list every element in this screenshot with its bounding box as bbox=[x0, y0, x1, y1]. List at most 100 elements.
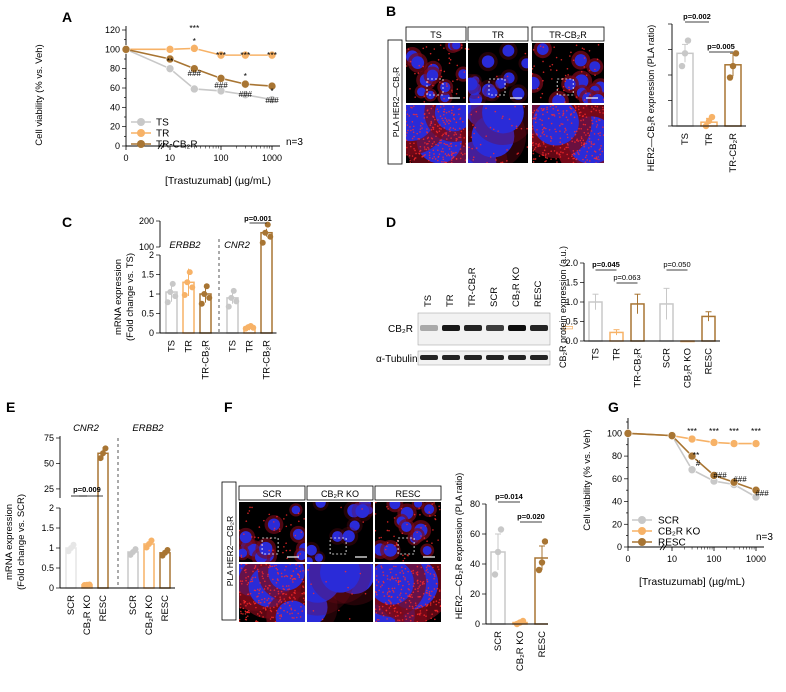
pvalue-label: p=0.001 bbox=[244, 215, 272, 223]
pla-dot bbox=[442, 105, 445, 107]
pla-dot bbox=[573, 153, 576, 155]
pla-dot bbox=[455, 151, 457, 154]
pla-dot bbox=[426, 580, 429, 583]
pla-dot bbox=[544, 156, 547, 159]
pla-dot bbox=[246, 603, 249, 605]
pla-dot bbox=[489, 126, 492, 129]
panel-letter-b: B bbox=[386, 3, 396, 19]
pla-dot bbox=[496, 75, 498, 78]
pla-dot bbox=[583, 48, 585, 50]
pla-dot bbox=[295, 564, 297, 566]
legend-marker bbox=[137, 118, 145, 126]
pla-dot bbox=[532, 49, 535, 51]
pla-dot bbox=[302, 586, 305, 589]
pla-dot bbox=[302, 570, 304, 572]
pla-dot bbox=[543, 127, 545, 129]
pla-dot bbox=[401, 570, 404, 572]
pla-dot bbox=[386, 618, 388, 620]
pla-dot bbox=[546, 111, 549, 113]
pla-dot bbox=[260, 564, 262, 566]
pla-dot bbox=[408, 595, 410, 598]
pla-dot bbox=[278, 600, 280, 603]
nucleus bbox=[481, 55, 495, 68]
pla-dot bbox=[419, 145, 422, 148]
pla-dot bbox=[502, 115, 504, 118]
pla-dot bbox=[552, 144, 555, 147]
pla-dot bbox=[267, 573, 269, 576]
pla-dot bbox=[375, 568, 378, 570]
pla-dot bbox=[570, 51, 572, 54]
pla-dot bbox=[543, 149, 546, 152]
pla-dot bbox=[258, 592, 260, 595]
pla-dot bbox=[399, 612, 402, 614]
pla-dot bbox=[516, 153, 519, 155]
pla-dot bbox=[590, 141, 593, 143]
pla-dot bbox=[597, 138, 600, 141]
pla-dot bbox=[246, 615, 249, 617]
pla-dot bbox=[400, 596, 403, 599]
pla-dot bbox=[432, 84, 434, 87]
nucleus bbox=[401, 521, 412, 533]
x-tick-label: 0 bbox=[625, 554, 630, 564]
pla-dot bbox=[445, 83, 448, 85]
micrograph-b-tr-zoom-svg bbox=[468, 105, 528, 163]
pla-dot bbox=[279, 607, 282, 610]
pla-dot bbox=[269, 592, 271, 595]
data-point bbox=[216, 50, 226, 60]
pla-dot bbox=[563, 148, 566, 150]
panel-letter-a: A bbox=[62, 9, 72, 25]
pla-dot bbox=[243, 533, 245, 535]
pla-dot bbox=[239, 603, 242, 605]
pla-dot bbox=[475, 110, 478, 113]
pla-dot bbox=[566, 136, 569, 139]
pla-dot bbox=[437, 156, 440, 158]
pla-dot bbox=[577, 108, 580, 111]
nucleus bbox=[532, 105, 579, 146]
pla-dot bbox=[409, 142, 411, 145]
pla-dot bbox=[541, 119, 543, 122]
pla-dot bbox=[442, 150, 444, 153]
pla-dot bbox=[434, 517, 436, 520]
significance-hash: ### bbox=[755, 489, 769, 498]
pla-dot bbox=[253, 589, 256, 592]
pla-dot bbox=[245, 579, 247, 582]
pla-dot bbox=[433, 156, 436, 158]
pla-dot bbox=[393, 587, 396, 590]
nucleus bbox=[332, 531, 343, 542]
pla-dot bbox=[414, 113, 416, 116]
pla-dot bbox=[386, 545, 388, 548]
pla-dot bbox=[425, 46, 428, 48]
pla-dot bbox=[417, 587, 419, 590]
pla-dot bbox=[283, 575, 286, 578]
panel-g: G Cell viability (% vs. Veh) 0 20 40 60 80 10… bbox=[548, 399, 786, 687]
pla-dot bbox=[399, 592, 402, 595]
pla-dot bbox=[532, 142, 534, 145]
pla-dot bbox=[407, 129, 409, 132]
pla-dot bbox=[436, 108, 439, 111]
pla-dot bbox=[280, 572, 283, 575]
pla-dot bbox=[470, 136, 473, 139]
nucleus bbox=[512, 87, 525, 100]
pla-dot bbox=[393, 565, 395, 568]
pla-dot bbox=[432, 128, 435, 131]
series-line-1 bbox=[126, 47, 272, 56]
pla-dot bbox=[433, 141, 435, 143]
pla-dot bbox=[375, 513, 377, 515]
pla-dot bbox=[245, 616, 248, 619]
y-tick-label: 0.5 bbox=[141, 309, 154, 319]
micrograph-f-ko-svg bbox=[307, 502, 373, 562]
pla-dot bbox=[281, 575, 283, 578]
pla-dot bbox=[534, 158, 536, 160]
pla-dot bbox=[264, 585, 267, 587]
pla-dot bbox=[451, 112, 453, 114]
pla-dot bbox=[444, 153, 447, 155]
pla-dot bbox=[375, 608, 377, 611]
pla-dot bbox=[416, 132, 419, 135]
panel-e: E mRNA expression (Fold change vs. SCR) … bbox=[0, 399, 218, 687]
pla-dot bbox=[402, 572, 405, 574]
pla-dot bbox=[267, 597, 270, 600]
pla-dot bbox=[435, 135, 437, 138]
pla-dot bbox=[460, 44, 463, 46]
nucleus bbox=[320, 564, 361, 593]
data-dot bbox=[172, 293, 179, 300]
